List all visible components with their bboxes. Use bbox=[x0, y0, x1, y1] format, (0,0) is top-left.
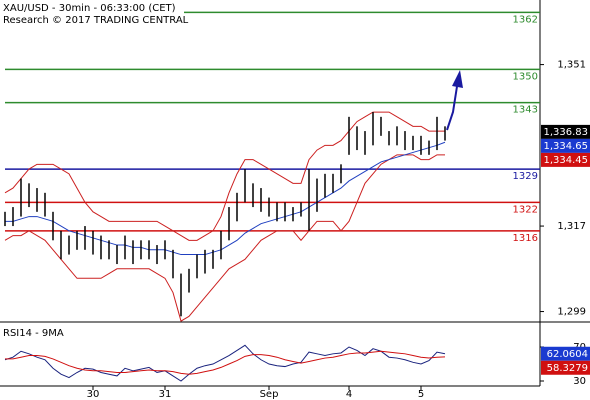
level-label: 1362 bbox=[513, 14, 538, 25]
price-label: 1,334.65 bbox=[543, 141, 588, 152]
plot-layer: 1362 1350 1343 1329 1322 1316 1,351 1,317 1,299 1… bbox=[4, 11, 590, 400]
x-tick-label: 5 bbox=[418, 389, 424, 400]
x-tick-label: 4 bbox=[346, 389, 352, 400]
forecast-arrow bbox=[446, 79, 459, 131]
rsi-line bbox=[4, 344, 446, 382]
value-label-box bbox=[541, 346, 590, 361]
lower-band bbox=[4, 154, 445, 322]
level-label: 1350 bbox=[513, 71, 538, 82]
value-label: 62.0604 bbox=[547, 349, 588, 360]
level-label: 1322 bbox=[513, 204, 538, 215]
price-label-box bbox=[541, 152, 590, 167]
chart-title: XAU/USD - 30min - 06:33:00 (CET) bbox=[3, 3, 176, 14]
x-tick-label: 31 bbox=[159, 389, 172, 400]
value-label-box bbox=[541, 360, 590, 375]
level-label: 1329 bbox=[513, 171, 538, 182]
level-label: 1343 bbox=[513, 105, 538, 116]
title-backdrop bbox=[0, 0, 184, 26]
y-tick-label: 1,351 bbox=[557, 60, 586, 71]
level-label: 1316 bbox=[513, 233, 538, 244]
moving-average bbox=[5, 141, 446, 256]
chart-subtitle: Research © 2017 TRADING CENTRAL bbox=[3, 15, 189, 26]
price-label: 1,336.83 bbox=[543, 127, 588, 138]
price-label: 1,334.45 bbox=[543, 155, 588, 166]
price-label-box bbox=[541, 124, 590, 139]
value-label: 58.3279 bbox=[547, 363, 588, 374]
price-label-box bbox=[541, 138, 590, 153]
y-tick-label: 1,317 bbox=[557, 221, 586, 232]
y-tick-label: 30 bbox=[573, 376, 586, 387]
rsi-line bbox=[5, 350, 446, 375]
x-tick-label: 30 bbox=[87, 389, 100, 400]
x-tick-label: Sep bbox=[260, 389, 279, 400]
upper-band bbox=[4, 111, 445, 241]
y-tick-label: 1,299 bbox=[557, 307, 586, 318]
forecast-arrowhead bbox=[452, 70, 463, 88]
rsi-title: RSI14 - 9MA bbox=[3, 328, 64, 339]
